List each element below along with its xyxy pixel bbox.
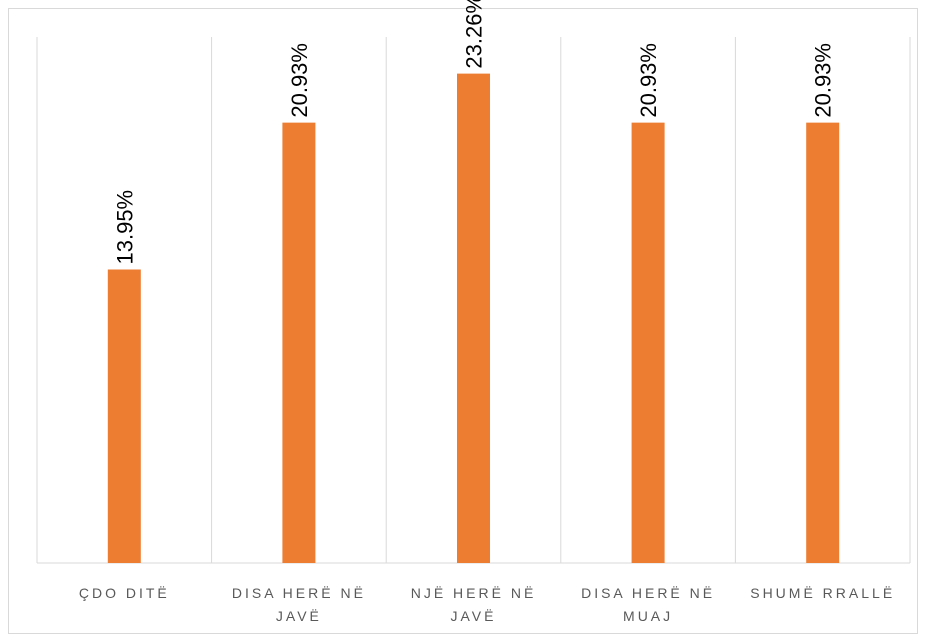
x-tick-label: DISA HERË NË <box>232 585 366 601</box>
data-label: 13.95% <box>112 190 137 265</box>
bar <box>282 122 316 563</box>
bar <box>107 269 141 563</box>
data-label: 20.93% <box>287 43 312 118</box>
x-tick-label: NJË HERË NË <box>411 585 537 601</box>
bar <box>806 122 840 563</box>
bar <box>631 122 665 563</box>
x-tick-label: DISA HERË NË <box>581 585 715 601</box>
x-tick-label: JAVË <box>276 608 322 624</box>
x-tick-label: SHUMË RRALLË <box>750 585 895 601</box>
x-tick-label: ÇDO DITË <box>79 585 170 601</box>
data-label: 20.93% <box>636 43 661 118</box>
bar <box>457 73 490 564</box>
data-label: 23.26% <box>462 0 487 69</box>
x-tick-label: JAVË <box>451 608 497 624</box>
data-label: 20.93% <box>811 43 836 118</box>
x-tick-label: MUAJ <box>623 608 673 624</box>
